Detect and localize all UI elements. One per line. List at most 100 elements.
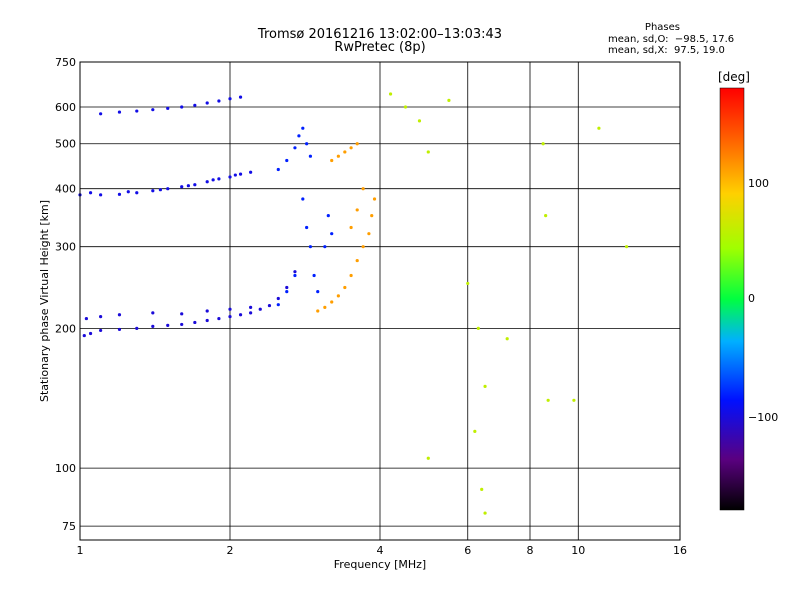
data-point bbox=[316, 309, 320, 313]
data-point bbox=[211, 178, 215, 182]
data-point bbox=[249, 170, 253, 174]
data-point bbox=[151, 108, 155, 112]
data-point bbox=[367, 232, 371, 236]
colorbar-tick-minus-100: −100 bbox=[748, 411, 779, 424]
data-point bbox=[193, 183, 197, 187]
data-point bbox=[180, 105, 184, 109]
y-tick-label: 400 bbox=[55, 183, 76, 196]
y-tick-label: 100 bbox=[55, 462, 76, 475]
y-tick-label: 75 bbox=[62, 520, 76, 533]
data-point bbox=[541, 142, 545, 146]
data-point bbox=[388, 92, 393, 96]
x-tick-label: 16 bbox=[673, 544, 687, 557]
x-axis-ticks: 1 2 4 6 8 10 16 bbox=[77, 544, 688, 557]
data-point bbox=[370, 214, 374, 218]
data-point bbox=[305, 225, 309, 230]
data-point bbox=[228, 175, 232, 179]
data-point bbox=[233, 173, 237, 177]
y-tick-label: 750 bbox=[55, 56, 76, 69]
data-point bbox=[228, 315, 232, 319]
data-point bbox=[336, 154, 340, 158]
data-point bbox=[151, 324, 155, 328]
data-points bbox=[78, 92, 629, 515]
data-point bbox=[276, 303, 280, 307]
data-point bbox=[217, 177, 221, 181]
x-tick-label: 6 bbox=[464, 544, 471, 557]
phases-x-mode-stats: mean, sd,X: 97.5, 19.0 bbox=[608, 45, 725, 56]
data-point bbox=[323, 305, 327, 309]
data-point bbox=[135, 326, 139, 331]
data-point bbox=[276, 167, 280, 172]
data-point bbox=[426, 150, 430, 154]
data-point bbox=[205, 101, 209, 105]
data-point bbox=[572, 398, 576, 402]
data-point bbox=[323, 245, 327, 249]
data-point bbox=[597, 126, 601, 130]
data-point bbox=[293, 270, 297, 274]
data-point bbox=[466, 281, 470, 286]
data-point bbox=[180, 312, 184, 316]
data-point bbox=[217, 99, 221, 103]
data-point bbox=[126, 190, 130, 194]
y-tick-label: 500 bbox=[55, 138, 76, 151]
data-point bbox=[480, 487, 484, 491]
chart-subtitle: RwPretec (8p) bbox=[334, 40, 426, 55]
data-point bbox=[217, 316, 221, 321]
plot-frame bbox=[79, 61, 681, 541]
data-point bbox=[330, 232, 334, 236]
data-point bbox=[326, 214, 330, 218]
data-point bbox=[361, 187, 365, 191]
y-tick-label: 200 bbox=[55, 322, 76, 335]
data-point bbox=[117, 327, 122, 332]
data-point bbox=[349, 225, 353, 230]
data-point bbox=[301, 126, 305, 130]
x-tick-label: 1 bbox=[77, 544, 84, 557]
data-point bbox=[355, 142, 359, 146]
y-axis-label: Stationary phase Virtual Height [km] bbox=[38, 200, 51, 402]
data-point bbox=[117, 110, 122, 114]
chart-title: Tromsø 20161216 13:02:00–13:03:43 bbox=[257, 27, 503, 42]
data-point bbox=[426, 456, 430, 460]
x-tick-label: 10 bbox=[571, 544, 585, 557]
data-point bbox=[293, 146, 297, 150]
phases-o-mode-stats: mean, sd,O: −98.5, 17.6 bbox=[608, 34, 735, 45]
data-point bbox=[372, 197, 377, 201]
data-point bbox=[158, 188, 163, 192]
y-axis-ticks: 75 100 200 300 400 500 600 750 bbox=[55, 56, 76, 533]
data-point bbox=[447, 98, 451, 102]
data-point bbox=[205, 180, 209, 184]
data-point bbox=[417, 119, 422, 123]
data-point bbox=[297, 134, 301, 138]
x-tick-label: 4 bbox=[377, 544, 384, 557]
grid-lines bbox=[79, 61, 681, 540]
colorbar-tick-100: 100 bbox=[748, 177, 769, 190]
data-point bbox=[117, 192, 122, 196]
data-point bbox=[84, 316, 88, 321]
data-point bbox=[249, 305, 253, 309]
colorbar-tick-0: 0 bbox=[748, 292, 755, 305]
data-point bbox=[308, 245, 313, 249]
data-point bbox=[166, 323, 170, 328]
data-point bbox=[305, 142, 309, 146]
data-point bbox=[99, 315, 103, 319]
x-tick-label: 8 bbox=[527, 544, 534, 557]
data-point bbox=[238, 172, 243, 176]
data-point bbox=[301, 197, 305, 201]
data-point bbox=[88, 191, 93, 195]
data-point bbox=[82, 333, 86, 338]
data-point bbox=[361, 245, 365, 249]
data-point bbox=[88, 331, 93, 336]
data-point bbox=[238, 313, 243, 317]
data-point bbox=[483, 511, 487, 515]
data-point bbox=[267, 303, 272, 308]
data-point bbox=[343, 150, 347, 154]
phases-heading: Phases bbox=[644, 22, 680, 33]
x-tick-label: 2 bbox=[227, 544, 234, 557]
data-point bbox=[349, 146, 353, 150]
data-point bbox=[349, 273, 353, 278]
data-point bbox=[355, 208, 359, 212]
colorbar-unit-label: [deg] bbox=[718, 70, 750, 84]
data-point bbox=[193, 320, 197, 325]
data-point bbox=[476, 326, 480, 331]
